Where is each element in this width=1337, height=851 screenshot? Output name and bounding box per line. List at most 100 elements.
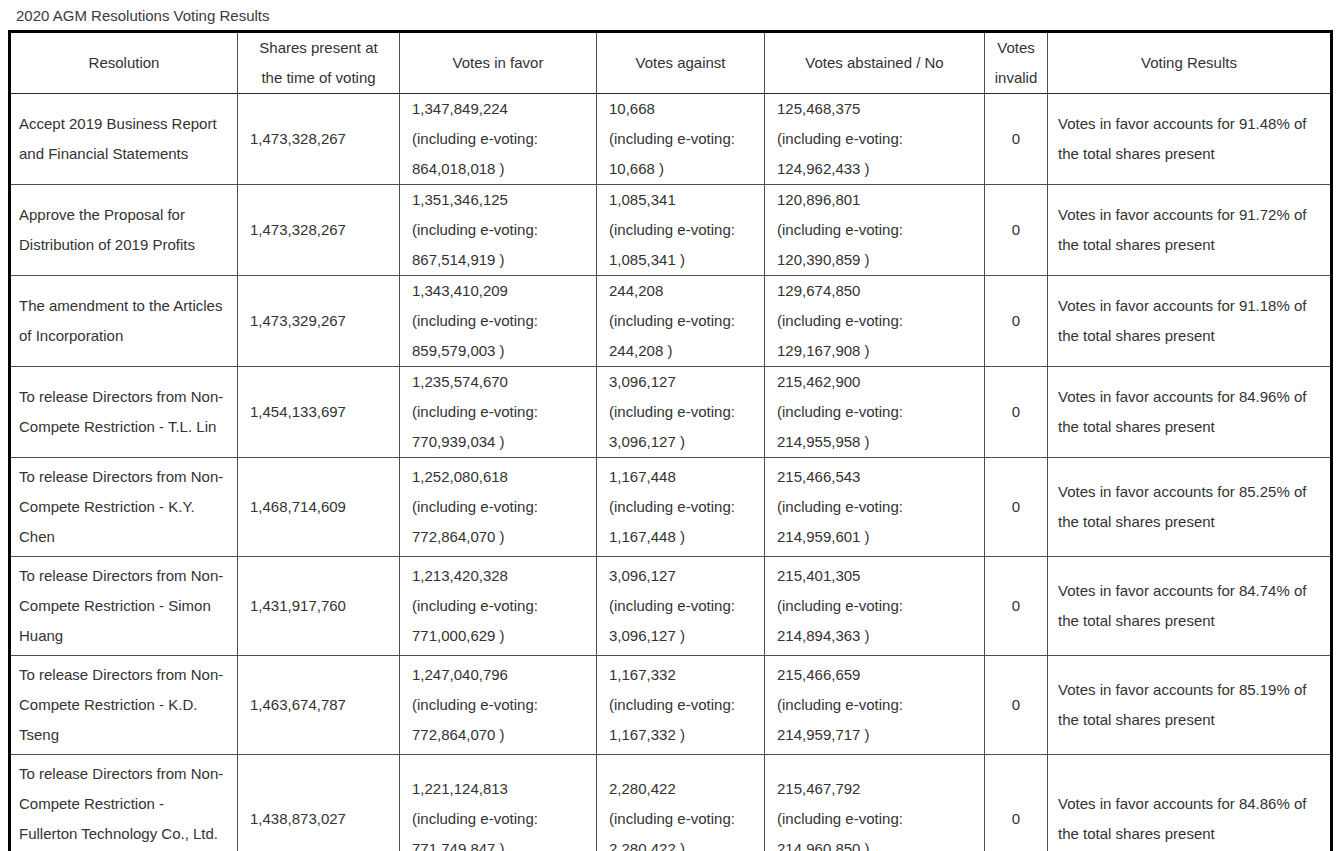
- vote-line: 864,018,018 ): [412, 154, 596, 184]
- table-row: To release Directors from Non-Compete Re…: [10, 656, 1332, 755]
- vote-line: 214,959,717 ): [777, 720, 984, 750]
- vote-line: 129,674,850: [777, 276, 984, 306]
- votes-in-favor-cell: 1,347,849,224(including e-voting:864,018…: [400, 94, 597, 185]
- vote-line: 867,514,919 ): [412, 245, 596, 275]
- vote-line: (including e-voting:: [412, 215, 596, 245]
- header-line: Votes: [985, 33, 1047, 63]
- vote-line: 1,252,080,618: [412, 462, 596, 492]
- vote-line: 1,167,448: [609, 462, 764, 492]
- resolution-cell: To release Directors from Non-Compete Re…: [10, 755, 238, 851]
- vote-line: 215,401,305: [777, 561, 984, 591]
- vote-line: (including e-voting:: [777, 690, 984, 720]
- vote-line: 120,390,859 ): [777, 245, 984, 275]
- vote-line: 215,466,543: [777, 462, 984, 492]
- vote-line: 214,955,958 ): [777, 427, 984, 457]
- vote-line: (including e-voting:: [777, 215, 984, 245]
- shares-present-cell: 1,438,873,027: [238, 755, 400, 851]
- votes-against-cell: 1,167,332(including e-voting:1,167,332 ): [597, 656, 765, 755]
- vote-line: (including e-voting:: [609, 215, 764, 245]
- shares-present-cell: 1,473,329,267: [238, 276, 400, 367]
- vote-line: 10,668: [609, 94, 764, 124]
- header-line: Shares present at: [238, 33, 399, 63]
- vote-line: 215,467,792: [777, 774, 984, 804]
- vote-line: (including e-voting:: [412, 492, 596, 522]
- votes-invalid-cell: 0: [985, 276, 1048, 367]
- vote-line: 214,959,601 ): [777, 522, 984, 552]
- header-line: Votes abstained / No: [765, 48, 984, 78]
- vote-line: 125,468,375: [777, 94, 984, 124]
- vote-line: 2,280,422 ): [609, 834, 764, 851]
- votes-invalid-cell: 0: [985, 185, 1048, 276]
- header-line: Voting Results: [1048, 48, 1330, 78]
- vote-line: 214,894,363 ): [777, 621, 984, 651]
- vote-line: (including e-voting:: [609, 690, 764, 720]
- header-line: Votes in favor: [400, 48, 596, 78]
- header-line: invalid: [985, 63, 1047, 93]
- votes-abstained-cell: 215,466,659(including e-voting:214,959,7…: [765, 656, 985, 755]
- votes-abstained-cell: 120,896,801(including e-voting:120,390,8…: [765, 185, 985, 276]
- vote-line: 1,235,574,670: [412, 367, 596, 397]
- vote-line: 1,247,040,796: [412, 660, 596, 690]
- shares-present-cell: 1,468,714,609: [238, 458, 400, 557]
- vote-line: 215,462,900: [777, 367, 984, 397]
- votes-against-cell: 2,280,422(including e-voting:2,280,422 ): [597, 755, 765, 851]
- shares-present-cell: 1,473,328,267: [238, 94, 400, 185]
- table-row: To release Directors from Non-Compete Re…: [10, 458, 1332, 557]
- votes-in-favor-cell: 1,351,346,125(including e-voting:867,514…: [400, 185, 597, 276]
- vote-line: (including e-voting:: [777, 306, 984, 336]
- vote-line: 1,343,410,209: [412, 276, 596, 306]
- resolution-cell: To release Directors from Non-Compete Re…: [10, 557, 238, 656]
- voting-results-cell: Votes in favor accounts for 84.86% of th…: [1048, 755, 1332, 851]
- voting-results-cell: Votes in favor accounts for 85.19% of th…: [1048, 656, 1332, 755]
- votes-in-favor-cell: 1,247,040,796(including e-voting:772,864…: [400, 656, 597, 755]
- votes-against-cell: 3,096,127(including e-voting:3,096,127 ): [597, 557, 765, 656]
- vote-line: 1,085,341 ): [609, 245, 764, 275]
- votes-invalid-cell: 0: [985, 458, 1048, 557]
- vote-line: (including e-voting:: [777, 591, 984, 621]
- vote-line: (including e-voting:: [609, 306, 764, 336]
- col-header-resolution: Resolution: [10, 32, 238, 94]
- votes-against-cell: 1,167,448(including e-voting:1,167,448 ): [597, 458, 765, 557]
- votes-against-cell: 3,096,127(including e-voting:3,096,127 ): [597, 367, 765, 458]
- header-line: Resolution: [11, 48, 237, 78]
- resolution-cell: Accept 2019 Business Report and Financia…: [10, 94, 238, 185]
- table-row: Approve the Proposal for Distribution of…: [10, 185, 1332, 276]
- table-row: The amendment to the Articles of Incorpo…: [10, 276, 1332, 367]
- col-header-votes-abstained: Votes abstained / No: [765, 32, 985, 94]
- votes-in-favor-cell: 1,235,574,670(including e-voting:770,939…: [400, 367, 597, 458]
- vote-line: 214,960,850 ): [777, 834, 984, 851]
- vote-line: 124,962,433 ): [777, 154, 984, 184]
- header-line: the time of voting: [238, 63, 399, 93]
- vote-line: (including e-voting:: [609, 397, 764, 427]
- shares-present-cell: 1,463,674,787: [238, 656, 400, 755]
- header-row: Resolution Shares present at the time of…: [10, 32, 1332, 94]
- voting-results-cell: Votes in favor accounts for 85.25% of th…: [1048, 458, 1332, 557]
- votes-in-favor-cell: 1,221,124,813(including e-voting:771,749…: [400, 755, 597, 851]
- shares-present-cell: 1,473,328,267: [238, 185, 400, 276]
- vote-line: 120,896,801: [777, 185, 984, 215]
- votes-invalid-cell: 0: [985, 367, 1048, 458]
- vote-line: 244,208: [609, 276, 764, 306]
- vote-line: (including e-voting:: [777, 397, 984, 427]
- votes-abstained-cell: 125,468,375(including e-voting:124,962,4…: [765, 94, 985, 185]
- vote-line: 772,864,070 ): [412, 522, 596, 552]
- vote-line: (including e-voting:: [609, 124, 764, 154]
- vote-line: (including e-voting:: [777, 804, 984, 834]
- votes-abstained-cell: 129,674,850(including e-voting:129,167,9…: [765, 276, 985, 367]
- vote-line: (including e-voting:: [777, 492, 984, 522]
- vote-line: 1,347,849,224: [412, 94, 596, 124]
- voting-results-cell: Votes in favor accounts for 84.74% of th…: [1048, 557, 1332, 656]
- voting-results-cell: Votes in favor accounts for 84.96% of th…: [1048, 367, 1332, 458]
- voting-results-table: Resolution Shares present at the time of…: [8, 30, 1333, 851]
- shares-present-cell: 1,454,133,697: [238, 367, 400, 458]
- page-title: 2020 AGM Resolutions Voting Results: [0, 0, 1337, 30]
- votes-invalid-cell: 0: [985, 557, 1048, 656]
- votes-abstained-cell: 215,401,305(including e-voting:214,894,3…: [765, 557, 985, 656]
- votes-in-favor-cell: 1,252,080,618(including e-voting:772,864…: [400, 458, 597, 557]
- shares-present-cell: 1,431,917,760: [238, 557, 400, 656]
- vote-line: (including e-voting:: [412, 591, 596, 621]
- vote-line: 1,213,420,328: [412, 561, 596, 591]
- vote-line: (including e-voting:: [412, 804, 596, 834]
- vote-line: (including e-voting:: [412, 124, 596, 154]
- votes-against-cell: 10,668(including e-voting:10,668 ): [597, 94, 765, 185]
